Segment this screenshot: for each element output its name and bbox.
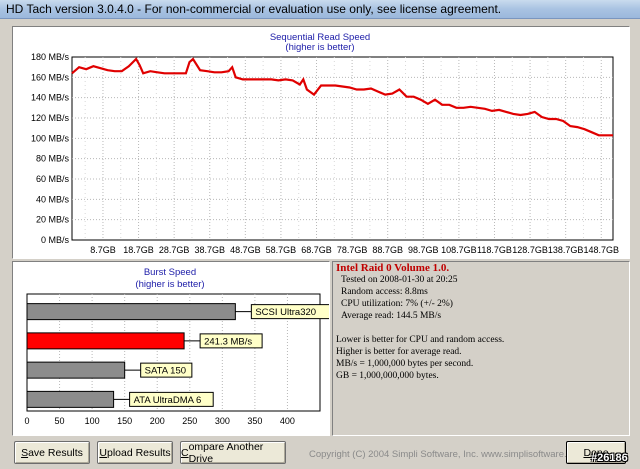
burst-x-tick-label: 100 <box>85 416 100 426</box>
seq-x-tick-label: 98.7GB <box>408 245 439 255</box>
info-note-mbps: MB/s = 1,000,000 bytes per second. <box>336 359 474 369</box>
burst-speed-panel: Burst Speed (higher is better) SCSI Ultr… <box>12 261 330 436</box>
burst-label-box <box>129 391 214 407</box>
seq-x-tick-label: 78.7GB <box>337 245 368 255</box>
seq-x-tick-label: 48.7GB <box>230 245 261 255</box>
seq-x-tick-label: 58.7GB <box>266 245 297 255</box>
upload-hotkey: U <box>99 446 107 459</box>
seq-y-tick-label: 180 MB/s <box>31 52 70 62</box>
seq-y-tick-label: 20 MB/s <box>36 215 70 225</box>
window-title: HD Tach version 3.0.4.0 - For non-commer… <box>6 2 502 16</box>
compare-label: ompare Another Drive <box>188 440 264 465</box>
seq-y-tick-label: 120 MB/s <box>31 113 70 123</box>
burst-bar-label: 241.3 MB/s <box>204 336 252 347</box>
info-note-gb: GB = 1,000,000,000 bytes. <box>336 371 439 381</box>
image-watermark: #26186 <box>591 452 628 464</box>
burst-label-box <box>250 304 329 320</box>
seq-chart-title: Sequential Read Speed <box>270 32 370 43</box>
burst-x-tick-label: 400 <box>280 416 295 426</box>
info-title: Intel Raid 0 Volume 1.0. <box>336 262 450 274</box>
seq-x-tick-label: 128.7GB <box>512 245 548 255</box>
done-hotkey: D <box>583 446 592 459</box>
burst-x-tick-label: 350 <box>247 416 262 426</box>
burst-x-tick-label: 200 <box>150 416 165 426</box>
seq-y-tick-label: 140 MB/s <box>31 93 70 103</box>
info-note-higher: Higher is better for average read. <box>336 347 462 357</box>
seq-x-tick-label: 68.7GB <box>301 245 332 255</box>
seq-y-tick-label: 160 MB/s <box>31 72 70 82</box>
seq-series-line <box>71 57 613 137</box>
info-panel <box>332 261 630 436</box>
burst-bar-label: SCSI Ultra320 <box>255 307 316 318</box>
seq-y-tick-label: 0 MB/s <box>41 235 70 245</box>
burst-x-tick-label: 300 <box>215 416 230 426</box>
seq-x-tick-label: 118.7GB <box>477 245 512 255</box>
title-bar[interactable]: HD Tach version 3.0.4.0 - For non-commer… <box>0 0 640 19</box>
info-average-read: Average read: 144.5 MB/s <box>341 311 442 321</box>
info-note-lower: Lower is better for CPU and random acces… <box>336 335 505 345</box>
copyright-text: Copyright (C) 2004 Simpli Software, Inc.… <box>309 449 585 460</box>
seq-x-tick-label: 108.7GB <box>441 245 477 255</box>
seq-x-tick-label: 148.7GB <box>583 245 619 255</box>
sequential-read-chart: Sequential Read Speed (higher is better)… <box>31 32 619 255</box>
sequential-read-panel: Sequential Read Speed (higher is better)… <box>12 26 630 259</box>
seq-y-tick-label: 60 MB/s <box>36 174 70 184</box>
burst-bar <box>26 303 236 321</box>
info-random-access: Random access: 8.8ms <box>341 287 428 297</box>
burst-x-tick-label: 250 <box>182 416 197 426</box>
burst-bar-label: ATA UltraDMA 6 <box>134 395 202 406</box>
burst-bar <box>26 361 126 379</box>
seq-y-tick-label: 80 MB/s <box>36 154 70 164</box>
burst-speed-chart: Burst Speed (higher is better) SCSI Ultr… <box>24 267 329 426</box>
seq-x-tick-label: 8.7GB <box>90 245 116 255</box>
seq-y-tick-label: 100 MB/s <box>31 133 70 143</box>
burst-chart-title: Burst Speed <box>144 267 196 278</box>
burst-label-box <box>140 362 193 378</box>
burst-chart-subtitle: (higher is better) <box>135 279 204 290</box>
seq-x-tick-label: 138.7GB <box>548 245 584 255</box>
seq-y-tick-label: 40 MB/s <box>36 194 70 204</box>
burst-bar <box>26 390 115 408</box>
burst-x-tick-label: 50 <box>55 416 65 426</box>
done-label: one <box>591 446 609 459</box>
seq-x-tick-label: 18.7GB <box>123 245 154 255</box>
info-cpu-utilization: CPU utilization: 7% (+/- 2%) <box>341 299 453 309</box>
compare-hotkey: C <box>181 446 189 459</box>
save-hotkey: S <box>21 446 29 459</box>
seq-x-tick-label: 28.7GB <box>159 245 190 255</box>
seq-chart-subtitle: (higher is better) <box>285 42 354 53</box>
seq-x-tick-label: 38.7GB <box>194 245 225 255</box>
burst-x-tick-label: 150 <box>117 416 132 426</box>
burst-x-tick-label: 0 <box>24 416 29 426</box>
upload-label: pload Results <box>106 446 171 459</box>
seq-plot-area <box>71 56 614 241</box>
save-label: ave Results <box>28 446 83 459</box>
info-test-date: Tested on 2008-01-30 at 20:25 <box>341 275 458 285</box>
burst-label-box <box>199 333 263 349</box>
burst-bar-label: SATA 150 <box>145 366 186 377</box>
burst-bar <box>26 332 185 350</box>
seq-x-tick-label: 88.7GB <box>372 245 403 255</box>
